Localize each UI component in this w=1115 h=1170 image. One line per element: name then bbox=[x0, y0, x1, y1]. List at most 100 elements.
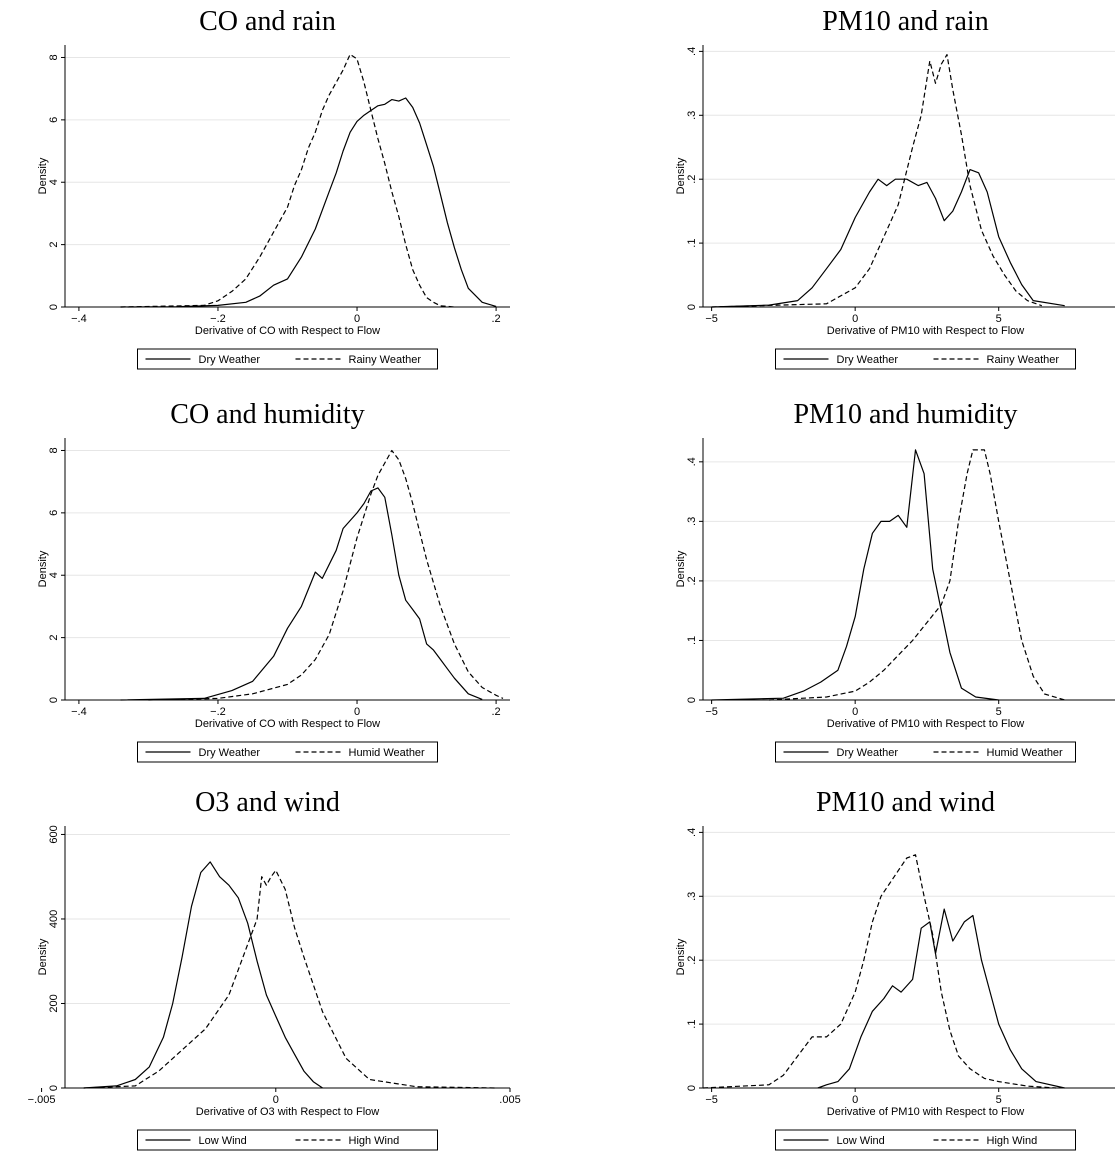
legend-box bbox=[775, 348, 1076, 370]
y-tick-label: .1 bbox=[686, 1020, 698, 1029]
x-tick-label: 5 bbox=[996, 1094, 1002, 1106]
legend-box bbox=[775, 1129, 1076, 1151]
legend-label: High Wind bbox=[987, 1135, 1038, 1147]
series-line-1 bbox=[83, 861, 323, 1089]
chart-title: O3 and wind bbox=[195, 787, 340, 818]
y-tick-label: .3 bbox=[686, 892, 698, 901]
x-tick-label: 0 bbox=[852, 1094, 858, 1106]
y-tick-label: 8 bbox=[48, 54, 60, 60]
y-tick-label: .2 bbox=[686, 175, 698, 184]
x-axis-label: Derivative of PM10 with Respect to Flow bbox=[827, 718, 1025, 730]
x-tick-label: −5 bbox=[705, 1094, 718, 1106]
y-tick-label: 2 bbox=[48, 635, 60, 641]
y-axis-label: Density bbox=[37, 550, 49, 587]
chart-title: CO and humidity bbox=[170, 399, 364, 430]
y-tick-label: 0 bbox=[48, 1085, 60, 1091]
y-tick-label: 4 bbox=[48, 572, 60, 578]
x-tick-label: .005 bbox=[499, 1094, 520, 1106]
chart-title: CO and rain bbox=[199, 6, 336, 37]
y-tick-label: .3 bbox=[686, 517, 698, 526]
y-tick-label: .4 bbox=[686, 47, 698, 56]
chart-panel-5: O3 and wind 0 200 400 600 −.005 0 .005 Derivativ… bbox=[28, 787, 521, 1151]
chart-panel-1: CO and rain 0 2 4 6 8 −.4 −.2 0 .2 Derivative of C… bbox=[37, 6, 510, 370]
y-tick-label: .2 bbox=[686, 956, 698, 965]
x-axis-label: Derivative of CO with Respect to Flow bbox=[195, 718, 380, 730]
y-tick-label: .4 bbox=[686, 828, 698, 837]
chart-panel-3: CO and humidity 0 2 4 6 8 −.4 −.2 0 .2 Derivative … bbox=[37, 399, 510, 763]
x-axis-label: Derivative of O3 with Respect to Flow bbox=[196, 1106, 379, 1118]
y-tick-label: 600 bbox=[48, 825, 60, 843]
y-tick-label: 0 bbox=[686, 1085, 698, 1091]
y-tick-label: 0 bbox=[48, 697, 60, 703]
series-line-2 bbox=[148, 449, 504, 701]
series-line-2 bbox=[768, 449, 1065, 701]
series-line-2 bbox=[711, 53, 1043, 308]
legend-label: Rainy Weather bbox=[349, 354, 422, 366]
legend-label: Humid Weather bbox=[987, 747, 1064, 759]
x-axis-label: Derivative of PM10 with Respect to Flow bbox=[827, 1106, 1025, 1118]
x-tick-label: 0 bbox=[852, 313, 858, 325]
x-tick-label: 0 bbox=[354, 313, 360, 325]
x-tick-label: −.005 bbox=[28, 1094, 56, 1106]
legend-label: High Wind bbox=[349, 1135, 400, 1147]
legend-label: Dry Weather bbox=[199, 747, 261, 759]
legend-label: Rainy Weather bbox=[987, 354, 1060, 366]
x-tick-label: −5 bbox=[705, 706, 718, 718]
y-tick-label: 0 bbox=[48, 304, 60, 310]
x-axis-label: Derivative of CO with Respect to Flow bbox=[195, 325, 380, 337]
x-tick-label: 0 bbox=[273, 1094, 279, 1106]
y-axis-label: Density bbox=[37, 938, 49, 975]
legend-label: Low Wind bbox=[199, 1135, 247, 1147]
series-line-1 bbox=[711, 169, 1065, 308]
y-tick-label: 0 bbox=[686, 304, 698, 310]
x-tick-label: −5 bbox=[705, 313, 718, 325]
y-tick-label: .2 bbox=[686, 576, 698, 585]
chart-panel-4: PM10 and humidity0.1.2.3.4−50510Derivati… bbox=[675, 399, 1115, 763]
x-tick-label: −.2 bbox=[210, 706, 226, 718]
y-tick-label: .1 bbox=[686, 636, 698, 645]
legend-label: Dry Weather bbox=[837, 354, 899, 366]
series-line-1 bbox=[711, 449, 999, 701]
chart-title: PM10 and humidity bbox=[793, 399, 1017, 430]
x-tick-label: 0 bbox=[354, 706, 360, 718]
x-tick-label: 0 bbox=[852, 706, 858, 718]
series-line-2 bbox=[120, 53, 455, 308]
legend-box bbox=[137, 1129, 438, 1151]
series-line-2 bbox=[83, 869, 496, 1089]
series-line-2 bbox=[702, 854, 1057, 1089]
chart-title: PM10 and rain bbox=[822, 6, 988, 37]
x-tick-label: −.4 bbox=[71, 706, 87, 718]
y-tick-label: .4 bbox=[686, 457, 698, 466]
x-tick-label: .2 bbox=[492, 706, 501, 718]
x-tick-label: 5 bbox=[996, 313, 1002, 325]
y-tick-label: 6 bbox=[48, 510, 60, 516]
legend-label: Dry Weather bbox=[199, 354, 261, 366]
y-tick-label: 2 bbox=[48, 242, 60, 248]
y-tick-label: .1 bbox=[686, 239, 698, 248]
legend-box bbox=[137, 741, 438, 763]
series-line-1 bbox=[817, 908, 1065, 1089]
series-line-1 bbox=[120, 97, 497, 308]
y-tick-label: 200 bbox=[48, 994, 60, 1012]
legend-label: Dry Weather bbox=[837, 747, 899, 759]
legend-label: Humid Weather bbox=[349, 747, 426, 759]
y-tick-label: 8 bbox=[48, 447, 60, 453]
y-tick-label: 6 bbox=[48, 117, 60, 123]
legend-label: Low Wind bbox=[837, 1135, 885, 1147]
x-tick-label: .2 bbox=[492, 313, 501, 325]
y-tick-label: .3 bbox=[686, 111, 698, 120]
series-line-1 bbox=[120, 487, 483, 701]
y-axis-label: Density bbox=[675, 550, 687, 587]
y-axis-label: Density bbox=[675, 938, 687, 975]
y-axis-label: Density bbox=[675, 157, 687, 194]
x-tick-label: 5 bbox=[996, 706, 1002, 718]
x-axis-label: Derivative of PM10 with Respect to Flow bbox=[827, 325, 1025, 337]
y-tick-label: 400 bbox=[48, 910, 60, 928]
x-tick-label: −.2 bbox=[210, 313, 226, 325]
x-tick-label: −.4 bbox=[71, 313, 87, 325]
y-tick-label: 4 bbox=[48, 179, 60, 185]
chart-title: PM10 and wind bbox=[816, 787, 995, 818]
